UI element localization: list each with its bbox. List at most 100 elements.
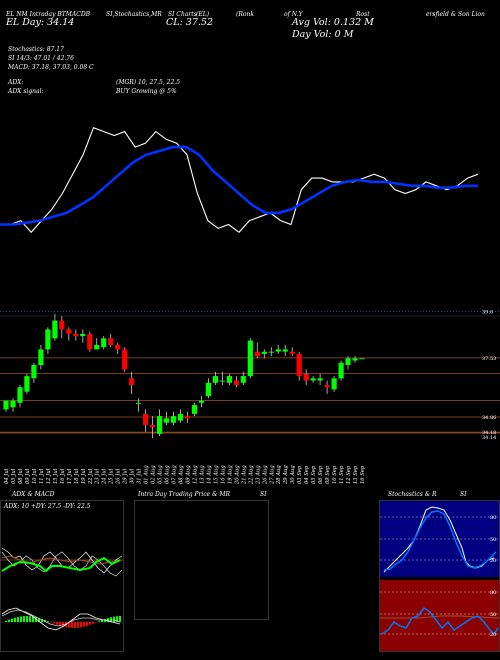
candle-down [289,351,295,354]
candle-up [10,400,16,408]
candle-down [254,351,260,357]
header-line1-g: Rost [356,11,370,18]
day-volume: Day Vol: 0 M [292,29,354,40]
date-tick: 16 Sep [360,465,366,484]
intraday-panel-si: SI [260,491,267,498]
candle-up [31,365,37,379]
candle-down [143,413,149,425]
date-tick: 08 Aug [179,465,185,484]
candle-up [94,345,100,350]
candle-down [303,373,309,381]
candle-up [240,376,246,383]
level-label: 34.18 [482,430,496,436]
date-tick: 12 Sep [346,465,352,484]
candle-down [324,385,330,388]
date-tick: 05 Aug [158,465,164,484]
date-tick: 10 Sep [332,465,338,484]
candle-up [191,405,198,414]
buy-signal: BUY Growing @ 5% [116,88,177,95]
candlesticks [3,313,365,439]
candle-up [275,349,281,352]
date-tick: 19 Aug [227,465,233,484]
date-tick: 18 Jul [74,468,80,484]
date-tick: 06 Sep [318,465,324,484]
date-tick: 06 Aug [165,465,171,484]
candle-down [296,353,302,377]
date-tick: 20 Aug [234,465,240,485]
candle-up [219,380,225,382]
date-tick: 23 Jul [95,468,101,485]
candle-up [317,378,323,381]
candle-up [282,349,288,352]
adx-values: ADX: 10 +DY: 27.5 -DY: 22.5 [4,503,91,510]
candle-up [45,329,51,350]
candle-down [150,425,156,428]
price-ma-lines [0,126,479,234]
date-tick: 15 Aug [213,465,219,484]
date-tick: 28 Aug [276,465,282,485]
moving-average-line [0,145,478,226]
candle-up [261,351,267,354]
date-tick: 30 Jul [130,468,136,484]
stoch-panel-title: Stochastics & R [388,491,437,498]
candle-up [268,351,274,353]
date-tick: 14 Aug [206,465,212,484]
candle-down [122,349,128,370]
header-line1-e: (Ronk [236,11,254,18]
candle-up [212,376,218,383]
header-line1-f: of N.Y [284,11,303,18]
date-tick: 09 Sep [325,465,331,484]
adx-mgr: (MGR) 10, 27.5, 22.5 [116,79,181,86]
candle-up [157,416,163,434]
date-tick: 17 Jul [67,468,73,484]
candle-up [226,376,232,383]
date-tick: 04 Jul [4,468,10,484]
price-row: EL Day: 34.14 [6,17,75,28]
date-tick: 12 Aug [193,465,199,484]
candle-up [170,416,177,423]
candle-down [233,380,239,385]
date-tick: 15 Jul [53,468,59,484]
date-tick: 11 Jul [39,468,45,484]
intraday-panel-title: Intra Day Trading Price & MR [138,491,231,498]
date-tick: 11 Sep [339,465,345,484]
date-tick: 09 Jul [25,468,31,484]
stoch-panel [379,500,500,652]
avg-volume: Avg Vol: 0.132 M [292,17,374,28]
header-line1-a: EL NM Intraday BTMACDB [6,11,91,18]
date-tick: 29 Aug [283,465,289,485]
candle-up [52,320,58,339]
adx-panel-title: ADX & MACD [12,491,55,498]
date-tick: 08 Jul [18,468,24,484]
header-line1-b: SI,Stochastics,MR [106,11,162,18]
date-tick: 13 Sep [353,465,359,484]
date-tick: 03 Sep [297,465,303,484]
stoch-panel-si: SI [460,491,467,498]
date-tick: 04 Sep [304,465,310,484]
date-tick: 13 Aug [200,465,206,484]
candle-up [136,402,142,404]
si-value: SI 14/3: 47.01 / 42.76 [8,55,74,62]
date-tick: 07 Aug [172,465,178,484]
candle-up [80,333,86,337]
adx-panel [0,500,124,652]
adx-signal-label: ADX signal: [8,88,44,95]
date-tick: 01 Aug [144,465,150,484]
candle-down [108,338,114,345]
candle-up [3,400,9,410]
candle-down [184,416,191,419]
level-label: 39.6 [482,309,493,315]
close-label: CL: 37.52 [166,17,213,28]
date-tick: 23 Aug [255,465,261,485]
date-tick: 26 Jul [116,468,122,485]
date-tick: 02 Aug [151,465,157,484]
date-tick: 27 Aug [269,465,275,485]
candle-up [331,378,337,390]
candle-down [87,333,93,350]
date-tick: 10 Jul [32,468,38,484]
candle-up [247,340,253,377]
date-axis: 04 Jul 05 Jul 08 Jul 09 Jul 10 Jul 11 Jul 12 J… [4,465,366,485]
date-tick: 19 Jul [81,468,87,484]
